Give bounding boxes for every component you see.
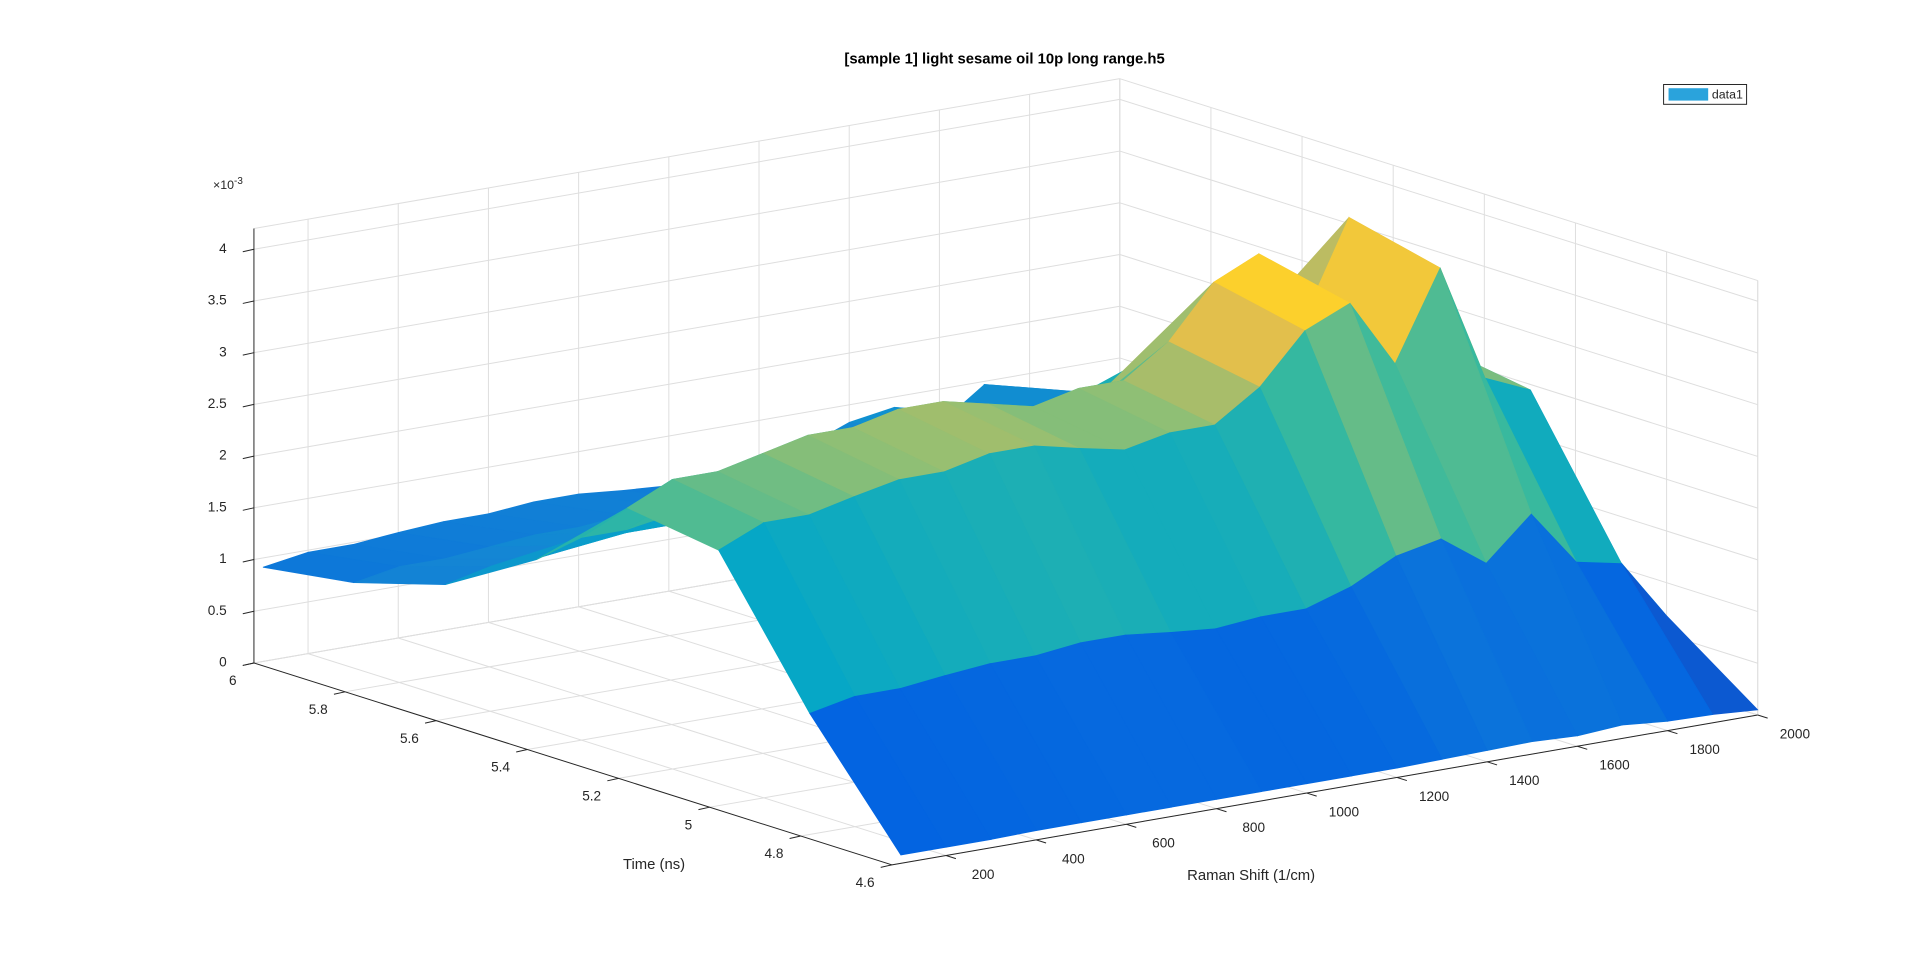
grid-line (253, 305, 1120, 457)
z-scale-label: ×10-3 (213, 176, 243, 193)
chart-title: [sample 1] light sesame oil 10p long ran… (844, 52, 1164, 68)
x-tick-label: 1000 (1329, 804, 1360, 819)
grid-line (253, 202, 1120, 354)
y-tick-label: 4.8 (764, 846, 783, 861)
z-tick (242, 248, 255, 253)
x-tick-label: 1200 (1419, 789, 1450, 804)
y-tick (424, 720, 437, 724)
y-tick-label: 4.6 (856, 875, 875, 890)
z-tick (242, 610, 255, 615)
y-tick-label: 6 (229, 673, 237, 688)
x-tick (1216, 808, 1227, 813)
surface-layer (262, 216, 1759, 856)
y-tick (698, 806, 710, 811)
grid-line (1119, 150, 1758, 354)
x-tick-label: 800 (1242, 820, 1265, 835)
x-tick (1667, 730, 1678, 735)
x-tick (945, 855, 957, 860)
legend-swatch (1668, 88, 1709, 101)
z-tick-label: 1 (219, 551, 227, 566)
z-tick-label: 2 (219, 448, 227, 463)
x-tick (1036, 839, 1047, 844)
y-tick (607, 777, 619, 782)
axes-layer: 0 0.5 1 1.5 2 2.5 3 3.5 4 4.6 4.8 5 5.2 5.4 5.6 5.8 6 200… (208, 228, 1811, 890)
z-tick-label: 0 (219, 655, 227, 670)
x-tick (1306, 792, 1317, 797)
z-tick (242, 455, 255, 460)
y-tick (333, 691, 346, 695)
z-tick (242, 403, 255, 408)
x-tick-label: 1400 (1509, 773, 1540, 788)
y-tick-label: 5.6 (400, 731, 419, 746)
x-tick (1126, 823, 1137, 828)
x-axis-label: Raman Shift (1/cm) (1187, 868, 1315, 884)
z-tick (242, 507, 255, 511)
x-tick (1757, 714, 1768, 719)
z-tick (242, 559, 255, 563)
z-tick-label: 3 (219, 344, 227, 359)
z-tick (242, 352, 255, 356)
x-tick (1577, 745, 1588, 750)
y-tick (242, 662, 255, 666)
z-tick-label: 3.5 (208, 293, 227, 308)
x-tick (1396, 776, 1408, 782)
grid-line (253, 150, 1120, 302)
y-tick-label: 5.2 (582, 789, 601, 804)
grid-line (253, 254, 1120, 405)
x-tick-label: 1800 (1690, 742, 1721, 757)
surface-patch (809, 695, 947, 856)
y-tick-label: 5.8 (309, 702, 328, 717)
grid-line (253, 98, 1120, 250)
grid-line (307, 653, 947, 856)
z-tick (242, 300, 255, 304)
x-tick-label: 200 (972, 867, 995, 882)
z-tick-label: 0.5 (208, 603, 227, 618)
x-tick-label: 400 (1062, 851, 1085, 866)
legend-label: data1 (1712, 87, 1743, 101)
x-tick-label: 600 (1152, 836, 1175, 851)
z-scale-exponent: -3 (234, 176, 243, 187)
y-tick-label: 5.4 (491, 760, 510, 775)
y-tick (516, 749, 528, 753)
x-tick-label: 2000 (1780, 726, 1811, 741)
z-scale-base: ×10 (213, 178, 234, 192)
grid-line (1119, 98, 1758, 302)
z-tick-label: 4 (219, 241, 227, 256)
z-tick-label: 2.5 (208, 396, 227, 411)
box-edge (1119, 78, 1758, 282)
y-axis-label: Time (ns) (623, 857, 685, 873)
y-tick (789, 835, 801, 839)
z-tick-label: 1.5 (208, 499, 227, 514)
x-tick (1487, 761, 1498, 766)
y-tick (880, 864, 892, 868)
legend: data1 (1663, 83, 1748, 105)
grid-line (253, 357, 1120, 509)
y-tick-label: 5 (685, 817, 693, 832)
x-tick-label: 1600 (1599, 758, 1630, 773)
y-axis (253, 662, 893, 866)
